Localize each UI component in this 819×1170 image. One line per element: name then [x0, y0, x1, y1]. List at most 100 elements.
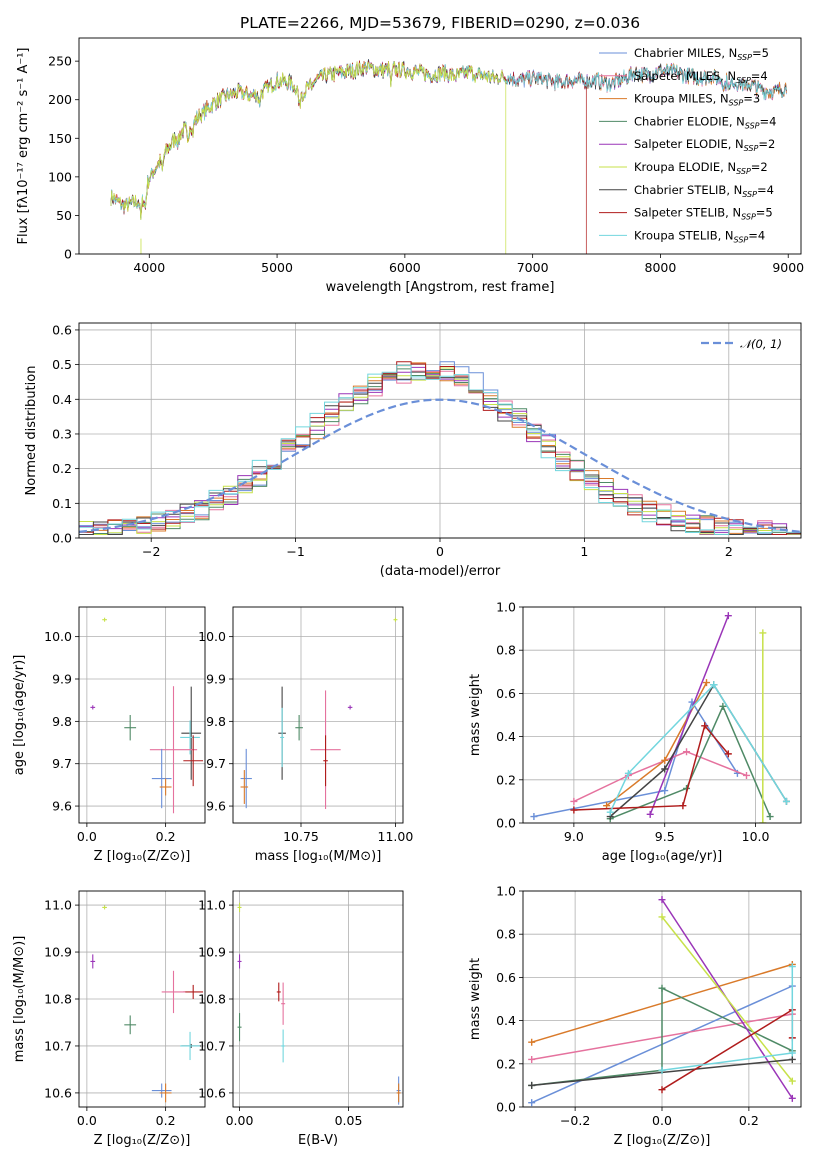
y-tick-label: 10.7 — [44, 1038, 72, 1053]
data-point — [658, 896, 666, 904]
legend-sub: SSP — [736, 76, 751, 85]
plot-area — [90, 905, 204, 1103]
data-point — [624, 769, 632, 777]
x-tick-label: 0.0 — [77, 1113, 97, 1128]
legend-name: Kroupa ELODIE, N — [634, 160, 736, 174]
y-tick-label: 10.0 — [44, 629, 72, 644]
y-tick-label: 10.6 — [44, 1085, 72, 1100]
legend-sub: SSP — [742, 190, 757, 199]
panel-age_vs_mass: 10.75 11.00 9.6 9.7 9.8 9.9 10.0 mass [log₁₀(M/… — [198, 606, 414, 864]
legend-n: =2 — [751, 160, 768, 174]
y-tick-label: 11.0 — [198, 898, 226, 913]
data-point — [724, 612, 732, 620]
legend-name: Kroupa STELIB, N — [634, 228, 734, 242]
plot-area — [110, 59, 787, 254]
data-point — [661, 756, 669, 764]
x-tick-label: 0.00 — [226, 1113, 254, 1128]
x-tick-label: 0.05 — [335, 1113, 363, 1128]
y-tick-label: 10.8 — [198, 992, 226, 1007]
x-tick-label: 0.0 — [652, 1113, 672, 1128]
spectrum-line — [110, 60, 587, 254]
legend-entry: Chabrier STELIB, NSSP=4 — [634, 183, 774, 199]
legend-sub: SSP — [745, 121, 760, 130]
legend-entry: 𝒩(0, 1) — [740, 337, 782, 351]
data-point — [788, 963, 796, 971]
y-tick-label: 0.8 — [496, 643, 516, 658]
y-tick-label: 10.9 — [44, 945, 72, 960]
data-point — [679, 802, 687, 810]
data-point — [788, 1055, 796, 1063]
legend-n: =4 — [757, 183, 774, 197]
y-tick-label: 10.8 — [44, 992, 72, 1007]
axes-frame — [78, 322, 802, 539]
plot-area — [90, 617, 204, 814]
legend-n: =4 — [760, 114, 777, 128]
y-tick-label: 10.0 — [198, 629, 226, 644]
legend-name: Chabrier MILES, N — [634, 46, 737, 60]
y-tick-label: 50 — [56, 208, 72, 223]
x-tick-label: 6000 — [389, 260, 421, 275]
x-tick-label: 0 — [436, 544, 444, 559]
x-tick-label: 4000 — [133, 260, 165, 275]
panel-spectrum: 4000 5000 6000 7000 8000 9000 0 50 100 150 200 250 w… — [16, 37, 804, 295]
histogram-step — [79, 364, 801, 535]
plot-area — [237, 902, 401, 1105]
panel-weight_vs_age: 9.0 9.5 10.0 0.0 0.2 0.4 0.6 0.8 1.0 age [log₁₀(a… — [468, 600, 802, 864]
x-tick-label: 2 — [725, 544, 733, 559]
legend-n: =5 — [752, 46, 769, 60]
panel-residuals: −2 −1 0 1 2 0.0 0.1 0.2 0.3 0.4 0.5 0.6 (data-model)… — [24, 322, 802, 579]
y-axis-label: mass weight — [468, 674, 483, 756]
y-tick-label: 10.7 — [198, 1038, 226, 1053]
data-point — [710, 681, 718, 689]
data-point — [759, 629, 767, 637]
y-tick-label: 10.6 — [198, 1085, 226, 1100]
legend-sub: SSP — [729, 99, 744, 108]
y-axis-label: Normed distribution — [24, 366, 39, 496]
y-tick-label: 9.6 — [206, 799, 226, 814]
legend-sub: SSP — [744, 144, 759, 153]
y-tick-label: 0.0 — [496, 1100, 516, 1115]
legend-entry: Chabrier MILES, NSSP=5 — [634, 46, 769, 62]
data-point — [606, 808, 614, 816]
x-tick-label: 9000 — [772, 260, 804, 275]
x-tick-label: 11.00 — [378, 829, 414, 844]
series-line — [649, 615, 729, 815]
x-axis-label: wavelength [Angstrom, rest frame] — [326, 280, 555, 295]
data-point — [528, 1038, 536, 1046]
plot-area — [530, 612, 790, 823]
x-tick-label: 0.2 — [156, 829, 176, 844]
legend-n: =5 — [756, 206, 773, 220]
panel-age_vs_Z: 0.0 0.2 9.6 9.7 9.8 9.9 10.0 Z [log₁₀(Z/Z⊙)] age… — [12, 606, 206, 864]
y-tick-label: 0.8 — [496, 927, 516, 942]
data-point — [701, 722, 709, 730]
y-tick-label: 10.9 — [198, 945, 226, 960]
normal-curve — [79, 398, 801, 533]
y-tick-label: 0.3 — [52, 426, 72, 441]
panel-mass_vs_ebv: 0.00 0.05 10.6 10.7 10.8 10.9 11.0 E(B-V) — [198, 890, 404, 1148]
series-line — [573, 724, 729, 811]
legend-sub: SSP — [734, 235, 749, 244]
y-axis-label: mass weight — [468, 958, 483, 1040]
x-tick-label: 7000 — [517, 260, 549, 275]
y-tick-label: 0.4 — [496, 1013, 516, 1028]
legend-sub: SSP — [736, 167, 751, 176]
data-point — [646, 810, 654, 818]
series-line — [661, 966, 794, 1072]
spectrum-line — [110, 61, 507, 254]
histogram-step — [79, 368, 801, 535]
legend-entry: Salpeter STELIB, NSSP=5 — [634, 206, 773, 222]
x-axis-label: mass [log₁₀(M/M⊙)] — [255, 849, 382, 864]
y-tick-label: 0.4 — [52, 392, 72, 407]
x-tick-label: 0.2 — [739, 1113, 759, 1128]
x-tick-label: 5000 — [261, 260, 293, 275]
y-tick-label: 9.8 — [52, 714, 72, 729]
data-point — [658, 984, 666, 992]
panel-weight_vs_Z: −0.2 0.0 0.2 0.0 0.2 0.4 0.6 0.8 1.0 Z [log₁₀(Z/Z… — [468, 884, 802, 1148]
x-tick-label: 9.5 — [655, 829, 675, 844]
axes-frame — [232, 890, 404, 1108]
y-tick-label: 9.8 — [206, 714, 226, 729]
data-point — [661, 787, 669, 795]
axes-frame — [522, 890, 802, 1108]
data-point — [530, 813, 538, 821]
